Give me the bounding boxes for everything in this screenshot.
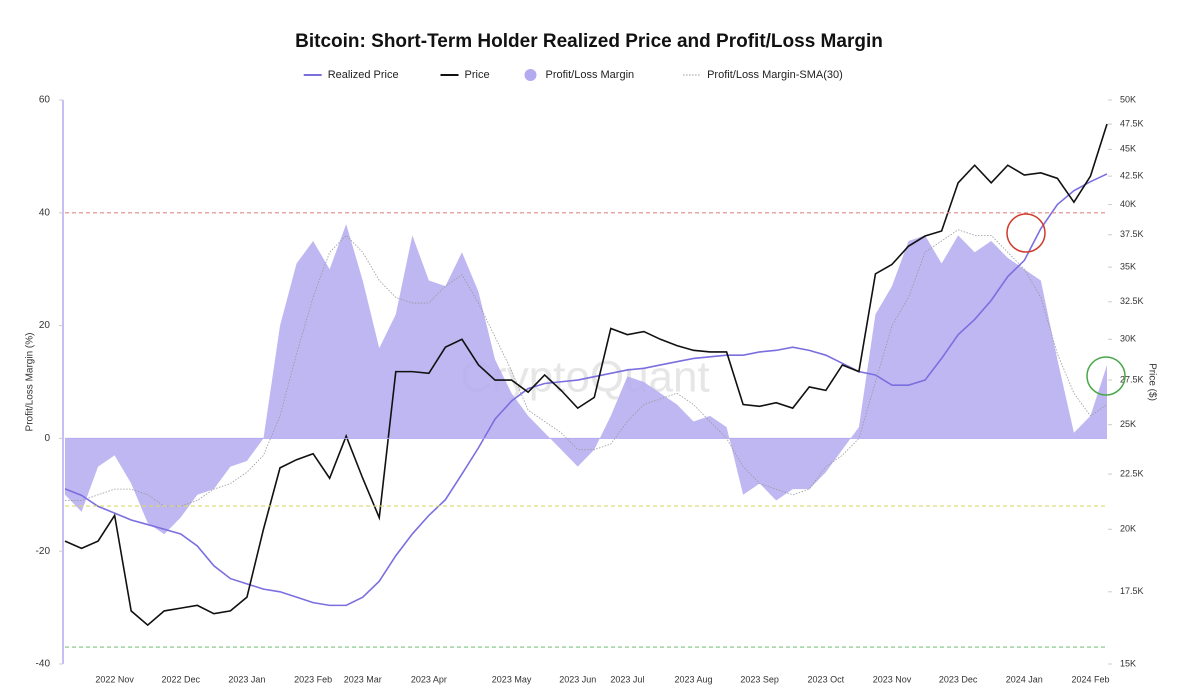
x-tick-label: 2023 Apr xyxy=(411,674,447,684)
price-line xyxy=(64,173,1108,607)
y2-tick-label: 35K xyxy=(1120,261,1136,271)
y2-tick-label: 50K xyxy=(1120,94,1136,104)
x-tick-label: 2023 Oct xyxy=(808,674,845,684)
price-line xyxy=(64,123,1108,627)
y2-axis-label: Price ($) xyxy=(1146,363,1157,401)
x-tick-label: 2023 Jul xyxy=(610,674,644,684)
legend-swatch xyxy=(524,69,537,81)
y2-tick-label: 37.5K xyxy=(1120,229,1144,239)
legend-label: Profit/Loss Margin-SMA(30) xyxy=(707,69,843,81)
y-tick-label: 60 xyxy=(39,95,51,106)
x-tick-label: 2023 Jan xyxy=(228,674,265,684)
y2-tick-label: 32.5K xyxy=(1120,296,1144,306)
y-tick-label: 0 xyxy=(44,433,50,444)
x-tick-label: 2023 Nov xyxy=(873,674,912,684)
y2-tick-label: 42.5K xyxy=(1120,171,1144,181)
y-tick-label: 20 xyxy=(39,320,51,331)
x-tick-label: 2023 Sep xyxy=(740,674,779,684)
y2-tick-label: 17.5K xyxy=(1120,586,1144,596)
margin-area xyxy=(65,224,1107,535)
x-tick-label: 2023 Feb xyxy=(294,674,332,684)
legend-label: Price xyxy=(465,69,490,81)
x-tick-label: 2023 Jun xyxy=(559,674,596,684)
x-tick-label: 2023 Mar xyxy=(344,674,382,684)
y2-tick-label: 25K xyxy=(1120,419,1136,429)
y2-tick-label: 22.5K xyxy=(1120,468,1144,478)
y2-tick-label: 20K xyxy=(1120,524,1136,534)
x-tick-label: 2022 Dec xyxy=(162,674,201,684)
y2-tick-label: 47.5K xyxy=(1120,118,1144,128)
y2-tick-label: 40K xyxy=(1120,199,1136,209)
sma-line xyxy=(65,229,1108,507)
legend-label: Profit/Loss Margin xyxy=(546,69,635,81)
y-tick-label: -40 xyxy=(36,659,51,670)
x-tick-label: 2023 Aug xyxy=(674,674,712,684)
highlight-circle xyxy=(1086,356,1126,396)
x-tick-label: 2023 May xyxy=(492,674,532,684)
y2-tick-label: 15K xyxy=(1120,658,1136,668)
legend-label: Realized Price xyxy=(328,69,399,81)
y2-tick-label: 45K xyxy=(1120,144,1136,154)
y-axis-label: Profit/Loss Margin (%) xyxy=(25,333,36,432)
highlight-circle xyxy=(1006,213,1046,253)
x-tick-label: 2024 Feb xyxy=(1071,674,1109,684)
y-tick-label: 40 xyxy=(39,207,51,218)
x-tick-label: 2023 Dec xyxy=(939,674,978,684)
y-tick-label: -20 xyxy=(36,546,51,557)
x-tick-label: 2022 Nov xyxy=(95,674,134,684)
y2-tick-label: 30K xyxy=(1120,334,1136,344)
x-tick-label: 2024 Jan xyxy=(1006,674,1043,684)
plot: -40 -20 0 20 40 60 15K 17.5K 20K 22.5K 25K 27.5K 30K… xyxy=(36,69,1144,684)
chart-title: Bitcoin: Short-Term Holder Realized Pric… xyxy=(295,31,883,52)
y2-tick-label: 27.5K xyxy=(1120,374,1144,384)
